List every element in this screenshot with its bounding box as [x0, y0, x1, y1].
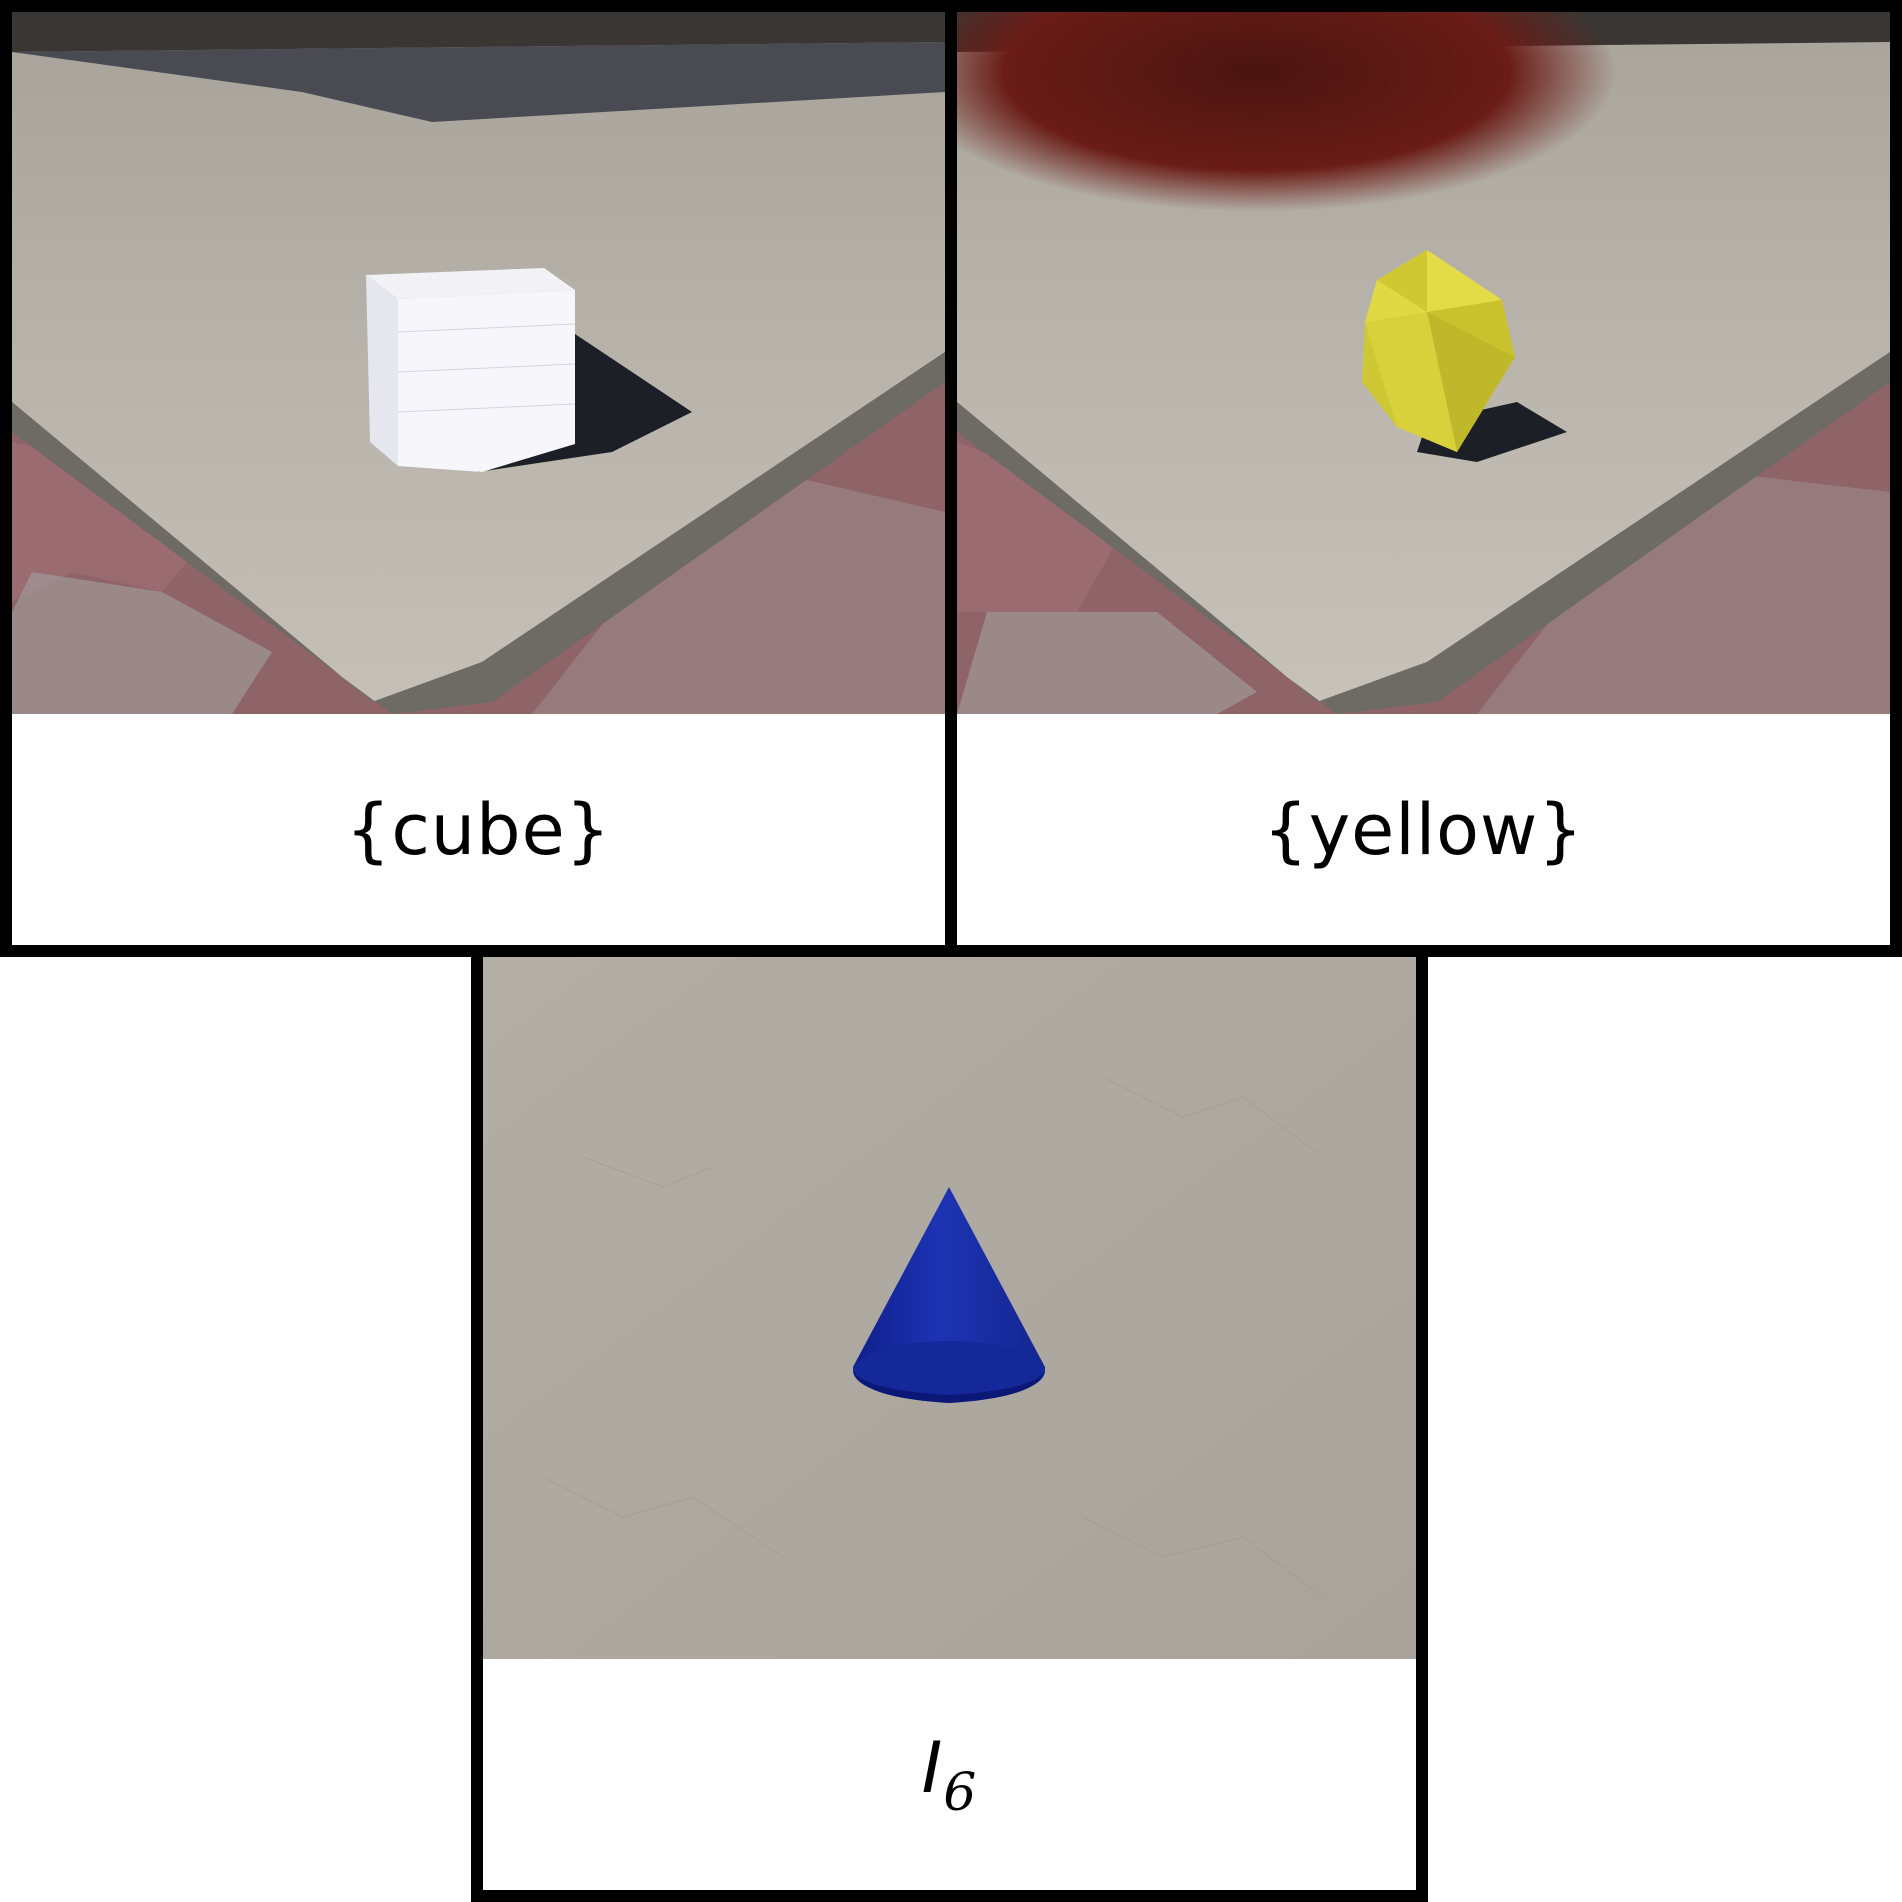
panel-yellow: {yellow} — [945, 0, 1902, 957]
panel-cone: I6 — [471, 945, 1428, 1902]
caption-cone-math: I6 — [921, 1726, 978, 1823]
photo-yellow — [957, 12, 1890, 714]
caption-cone: I6 — [483, 1659, 1416, 1890]
photo-cone — [483, 957, 1416, 1659]
panel-cube: {cube} — [0, 0, 957, 957]
photo-cube — [12, 12, 945, 714]
caption-cube: {cube} — [345, 788, 612, 871]
caption-yellow: {yellow} — [1263, 788, 1584, 871]
